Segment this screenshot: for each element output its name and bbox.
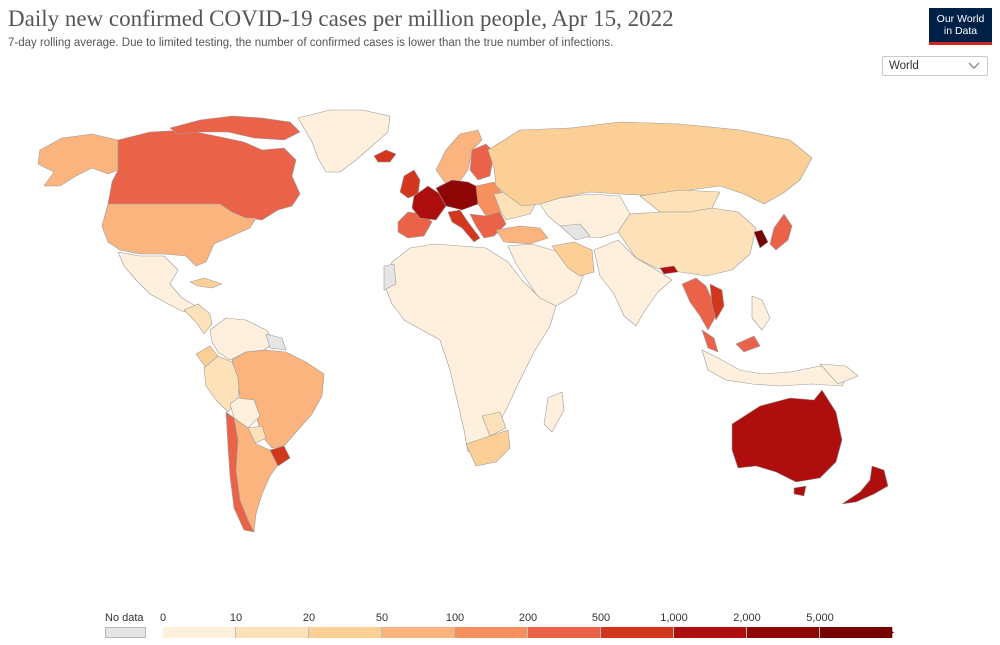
legend-bin <box>382 627 455 638</box>
region-canada-arctic-islands[interactable] <box>169 115 301 141</box>
region-finland[interactable] <box>469 143 495 181</box>
region-japan[interactable] <box>769 213 793 251</box>
legend-no-data-swatch <box>105 627 146 638</box>
region-africa[interactable] <box>383 243 557 453</box>
region-argentina[interactable] <box>233 417 281 533</box>
chevron-down-icon <box>968 62 980 69</box>
region-turkmenistan[interactable] <box>559 223 591 241</box>
region-madagascar[interactable] <box>543 391 565 433</box>
legend-color-scale <box>163 627 893 638</box>
legend-tick-label: 50 <box>375 612 389 624</box>
legend-bin <box>747 627 820 638</box>
region-australia[interactable] <box>731 389 843 483</box>
region-tasmania[interactable] <box>793 485 807 497</box>
region-france[interactable] <box>411 185 447 221</box>
region-philippines[interactable] <box>751 295 771 331</box>
owid-logo[interactable]: Our World in Data <box>929 8 992 45</box>
legend-tick-label: 2,000 <box>733 612 761 624</box>
region-iceland[interactable] <box>373 149 397 163</box>
region-italy[interactable] <box>447 209 481 243</box>
region-vietnam[interactable] <box>709 283 725 321</box>
region-south-africa[interactable] <box>465 429 511 467</box>
region-iran[interactable] <box>551 241 595 277</box>
region-western-sahara[interactable] <box>383 263 397 291</box>
region-nepal-bhutan[interactable] <box>659 265 679 275</box>
region-russia[interactable] <box>487 121 813 207</box>
region-new-zealand[interactable] <box>841 465 889 505</box>
logo-line-1: Our World <box>936 12 985 25</box>
region-turkey[interactable] <box>495 225 549 245</box>
legend-tick-label: 500 <box>591 612 611 624</box>
logo-line-2: in Data <box>943 25 978 37</box>
legend-bin <box>674 627 747 638</box>
legend-tick-label: 1,000 <box>660 612 688 624</box>
legend-bin <box>601 627 674 638</box>
legend-bin <box>820 627 893 638</box>
region-greenland[interactable] <box>297 109 391 173</box>
region-china[interactable] <box>617 207 757 277</box>
legend-tick-label: 20 <box>302 612 316 624</box>
region-select-value: World <box>889 60 919 72</box>
legend-bin <box>163 627 236 638</box>
region-malaysia[interactable] <box>701 329 761 353</box>
region-guianas[interactable] <box>265 333 287 351</box>
region-botswana[interactable] <box>481 411 507 437</box>
chart-subtitle: 7-day rolling average. Due to limited te… <box>8 37 614 49</box>
legend-bin <box>309 627 382 638</box>
region-uruguay[interactable] <box>269 445 291 467</box>
legend-bin <box>528 627 601 638</box>
region-alaska[interactable] <box>37 133 119 187</box>
legend-tick-label: 0 <box>159 612 167 624</box>
legend-tick-label: 5,000 <box>806 612 834 624</box>
world-map <box>0 95 1000 600</box>
legend-tick-label: 10 <box>229 612 243 624</box>
legend-bin <box>236 627 309 638</box>
region-cuba[interactable] <box>189 277 223 289</box>
region-korea[interactable] <box>753 229 769 249</box>
legend-bin <box>455 627 528 638</box>
chart-title: Daily new confirmed COVID-19 cases per m… <box>8 6 674 31</box>
legend-tick-label: 200 <box>518 612 538 624</box>
region-south-asia[interactable] <box>593 239 673 327</box>
region-papua-new-guinea[interactable] <box>819 363 859 385</box>
legend-no-data-label: No data <box>105 612 144 624</box>
legend-tick-label: 100 <box>445 612 465 624</box>
region-united-states[interactable] <box>101 203 257 267</box>
color-legend: No data 0 10 20 50 100 200 500 1,000 2,000 5,000 <box>0 608 1000 645</box>
region-central-america[interactable] <box>183 303 213 335</box>
region-select[interactable]: World <box>882 56 988 76</box>
legend-arrow <box>885 627 894 638</box>
